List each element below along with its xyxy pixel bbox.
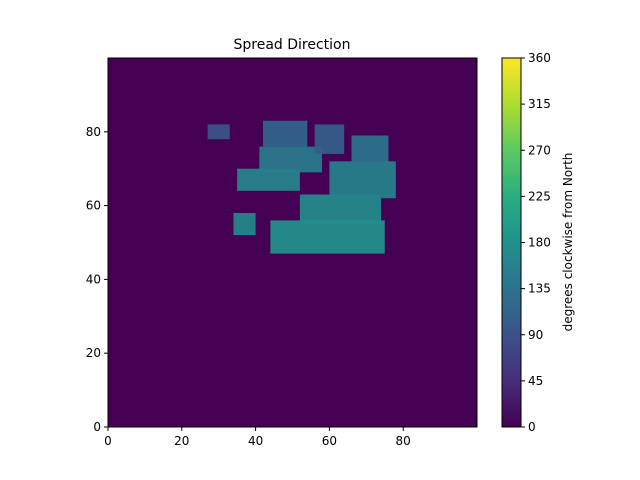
y-tick-label: 40 <box>86 272 101 286</box>
colorbar-tick-label: 90 <box>528 328 543 342</box>
heatmap-cell-region <box>351 135 389 166</box>
colorbar-tick-label: 360 <box>528 51 551 65</box>
heatmap-cell-region <box>233 212 256 236</box>
y-axis: 0 20 40 60 80 <box>86 125 108 434</box>
x-tick-label: 0 <box>104 434 112 448</box>
heatmap-cell-region <box>259 146 323 173</box>
x-tick-label: 40 <box>248 434 263 448</box>
x-tick-label: 80 <box>396 434 411 448</box>
y-tick-label: 0 <box>93 420 101 434</box>
colorbar-tick-label: 135 <box>528 282 551 296</box>
y-tick-label: 60 <box>86 199 101 213</box>
y-tick-label: 80 <box>86 125 101 139</box>
colorbar-label: degrees clockwise from North <box>561 153 575 332</box>
heatmap-cell-region <box>299 194 382 225</box>
heatmap-cell-region <box>329 161 396 199</box>
colorbar-tick-label: 180 <box>528 236 551 250</box>
x-tick-label: 20 <box>174 434 189 448</box>
y-tick-label: 20 <box>86 346 101 360</box>
x-tick-label: 60 <box>322 434 337 448</box>
heatmap-cell-region <box>270 220 385 254</box>
colorbar-tick-label: 315 <box>528 97 551 111</box>
heatmap-cell-region <box>314 124 345 154</box>
x-axis: 0 20 40 60 80 <box>104 427 411 448</box>
plot-frame <box>107 57 478 428</box>
colorbar-tick-label: 225 <box>528 189 551 203</box>
colorbar-tick-label: 45 <box>528 374 543 388</box>
chart-title: Spread Direction <box>234 37 351 53</box>
colorbar-tick-label: 270 <box>528 143 551 157</box>
colorbar <box>501 57 522 428</box>
heatmap-cell-region <box>262 120 308 147</box>
heatmap-area <box>108 58 477 427</box>
heatmap-cell-region <box>207 124 230 140</box>
colorbar-axis: 0 45 90 135 180 225 270 315 360 <box>521 51 551 434</box>
colorbar-tick-label: 0 <box>528 420 536 434</box>
heatmap-cell-region <box>237 168 300 191</box>
